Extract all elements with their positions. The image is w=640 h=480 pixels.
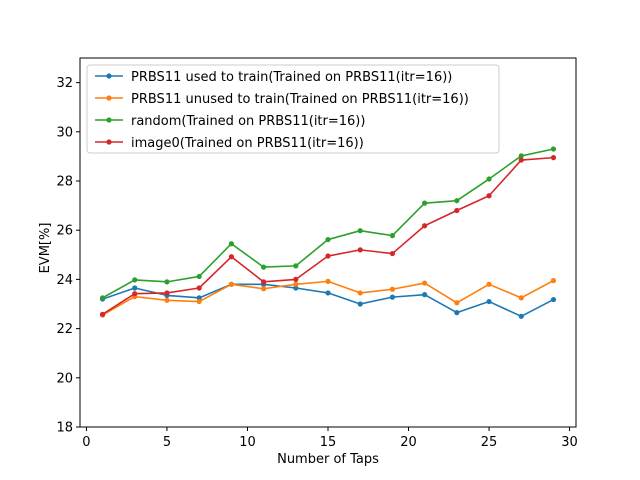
series-1-point-8: [357, 290, 363, 296]
x-tick-label-15: 15: [320, 435, 337, 450]
y-tick-label-26: 26: [56, 224, 73, 239]
series-0-point-9: [389, 294, 396, 300]
series-3-point-12: [486, 193, 492, 199]
legend-box: [86, 64, 500, 154]
series-2-point-9: [389, 233, 396, 239]
series-2-point-3: [196, 273, 202, 280]
series-0-point-7: [325, 290, 331, 296]
series-0-point-8: [357, 301, 363, 307]
x-tick-label-30: 30: [561, 435, 578, 450]
series-1-point-4: [228, 281, 234, 287]
x-tick-label-0: 0: [82, 435, 90, 450]
series-2-point-10: [422, 200, 428, 206]
x-axis-label: Number of Taps: [277, 452, 379, 467]
y-tick-label-28: 28: [56, 175, 73, 190]
y-tick-label-18: 18: [56, 421, 73, 436]
series-1-point-14: [550, 278, 557, 284]
series-2-point-13: [518, 153, 524, 159]
series-3-point-11: [454, 207, 460, 214]
series-0-point-1: [132, 285, 138, 291]
series-2-point-2: [164, 279, 170, 285]
series-3-point-7: [325, 253, 331, 259]
series-2-point-8: [357, 228, 363, 234]
series-2-point-0: [99, 295, 106, 301]
series-2-point-11: [454, 198, 460, 204]
series-3-point-2: [164, 290, 170, 296]
series-2-point-4: [228, 241, 234, 247]
series-0-point-10: [422, 292, 428, 298]
legend-marker-2: [106, 117, 112, 123]
series-3-point-3: [196, 285, 202, 291]
series-1-point-5: [260, 286, 267, 292]
x-tick-label-5: 5: [163, 435, 171, 450]
series-1-point-12: [486, 281, 492, 287]
series-1-point-2: [164, 297, 170, 303]
series-3-point-1: [132, 291, 138, 297]
series-1-point-3: [196, 298, 202, 305]
series-0-point-14: [550, 296, 557, 303]
legend: PRBS11 used to train(Trained on PRBS11(i…: [86, 64, 500, 154]
y-axis-label: EVM[%]: [38, 223, 53, 274]
series-3-point-9: [389, 250, 396, 257]
y-tick-label-20: 20: [56, 371, 73, 386]
series-0-point-3: [196, 295, 202, 301]
x-tick-label-20: 20: [400, 435, 417, 450]
series-3-point-8: [357, 247, 363, 253]
series-2-point-7: [325, 236, 331, 243]
series-3-point-5: [260, 279, 267, 285]
y-tick-label-24: 24: [56, 273, 73, 288]
series-2-point-1: [132, 277, 138, 283]
y-tick-label-32: 32: [56, 76, 73, 91]
legend-marker-3: [106, 139, 112, 145]
x-tick-label-10: 10: [239, 435, 256, 450]
series-layer: [99, 146, 557, 319]
series-0-point-6: [293, 285, 299, 291]
series-2-point-6: [293, 263, 299, 269]
y-tick-label-30: 30: [56, 125, 73, 140]
legend-label-3: image0(Trained on PRBS11(itr=16)): [131, 136, 364, 151]
legend-label-0: PRBS11 used to train(Trained on PRBS11(i…: [131, 70, 452, 85]
series-1-point-11: [454, 300, 460, 306]
series-2-point-14: [550, 146, 557, 152]
series-0-point-11: [454, 310, 460, 316]
legend-marker-1: [106, 95, 112, 101]
legend-label-2: random(Trained on PRBS11(itr=16)): [131, 114, 365, 129]
series-2-point-5: [260, 264, 267, 270]
series-0-point-12: [486, 298, 492, 305]
series-1-point-13: [518, 295, 524, 301]
legend-marker-0: [106, 73, 112, 79]
series-3-point-6: [293, 276, 299, 282]
series-0-point-13: [518, 313, 524, 319]
series-3-point-14: [550, 155, 557, 161]
series-1-point-7: [325, 278, 331, 284]
series-1-point-6: [293, 281, 299, 287]
axes-layer: 0 5 10 15 20 25 30 18 20 22 24 26 28 30 32: [56, 57, 578, 450]
series-3-point-0: [99, 311, 106, 317]
series-2-point-12: [486, 176, 492, 182]
series-1-point-10: [422, 280, 428, 286]
series-3-point-13: [518, 157, 524, 163]
series-3-point-10: [422, 223, 428, 229]
legend-label-1: PRBS11 unused to train(Trained on PRBS11…: [131, 92, 469, 107]
y-tick-label-22: 22: [56, 322, 73, 337]
x-tick-label-25: 25: [481, 435, 498, 450]
series-3-point-4: [228, 254, 234, 260]
series-1-point-9: [389, 286, 396, 292]
